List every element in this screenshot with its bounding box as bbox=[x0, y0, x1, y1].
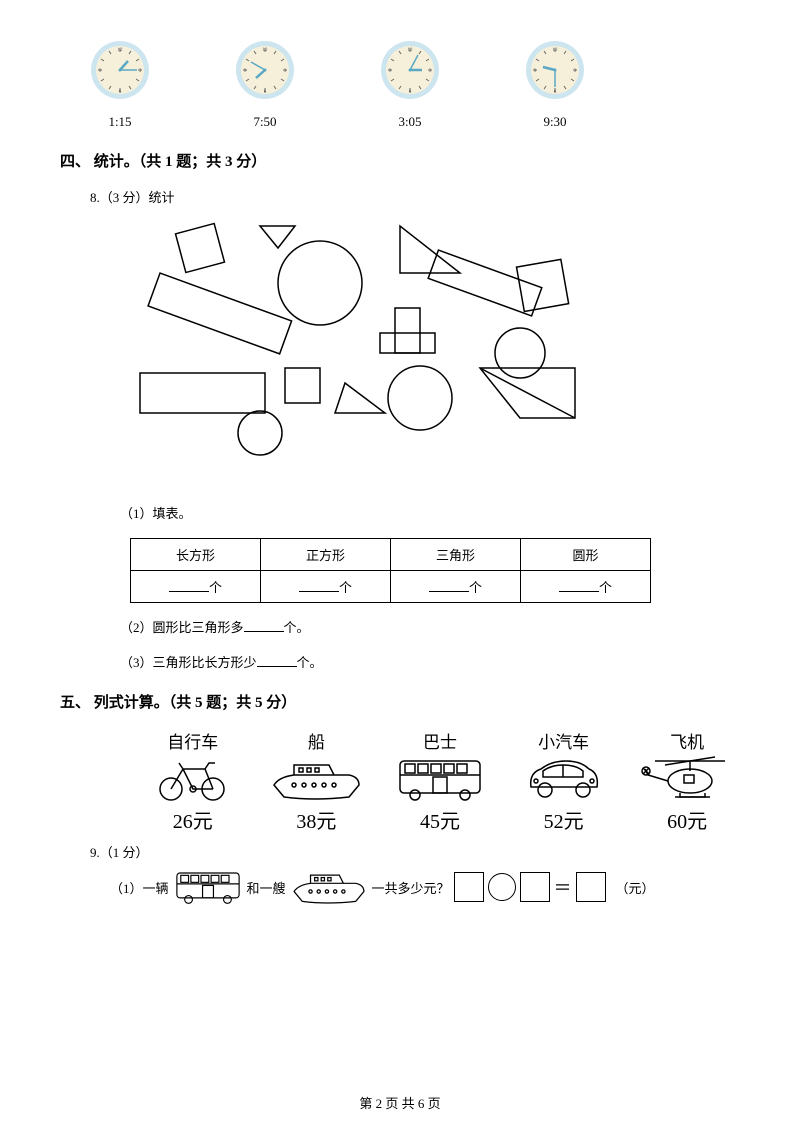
section4-heading: 四、 统计。（共 1 题；共 3 分） bbox=[60, 150, 740, 171]
cell-square[interactable]: 个 bbox=[261, 571, 391, 603]
shapes-diagram bbox=[120, 218, 740, 473]
equation-box[interactable] bbox=[520, 872, 550, 902]
cell-triangle[interactable]: 个 bbox=[391, 571, 521, 603]
clock-face-icon: 12 3 6 9 bbox=[90, 40, 150, 100]
vehicle-heli: 飞机 60元 bbox=[634, 728, 740, 834]
blank-input[interactable] bbox=[244, 619, 284, 632]
th-square: 正方形 bbox=[261, 539, 391, 571]
shape-table: 长方形 正方形 三角形 圆形 个 个 个 个 bbox=[130, 538, 651, 603]
clock-time: 3:05 bbox=[398, 114, 421, 130]
clock-time: 9:30 bbox=[543, 114, 566, 130]
equation-box[interactable] bbox=[576, 872, 606, 902]
clock-2: 12369 7:50 bbox=[235, 40, 295, 130]
ship-icon bbox=[290, 868, 368, 906]
vehicle-ship: 船 38元 bbox=[264, 728, 370, 834]
page-footer: 第 2 页 共 6 页 bbox=[0, 1093, 800, 1112]
th-circle: 圆形 bbox=[521, 539, 651, 571]
svg-text:12: 12 bbox=[263, 48, 269, 53]
cell-rect[interactable]: 个 bbox=[131, 571, 261, 603]
clock-1: 12 3 6 9 1:15 bbox=[90, 40, 150, 130]
bus-icon bbox=[173, 867, 243, 907]
blank-input[interactable] bbox=[257, 654, 297, 667]
q8-label: 8.（3 分）统计 bbox=[90, 187, 740, 206]
q9-label: 9.（1 分） bbox=[90, 842, 740, 861]
q8-sub1: （1）填表。 bbox=[120, 503, 740, 522]
car-icon bbox=[521, 755, 606, 803]
clock-3: 12369 3:05 bbox=[380, 40, 440, 130]
svg-text:12: 12 bbox=[408, 48, 414, 53]
table-row: 长方形 正方形 三角形 圆形 bbox=[131, 539, 651, 571]
clock-face-icon: 12369 bbox=[235, 40, 295, 100]
svg-text:12: 12 bbox=[118, 48, 124, 53]
vehicles-row: 自行车 26元 船 38元 巴士 45元 小汽车 52元 飞机 60元 bbox=[140, 728, 740, 834]
equation-op[interactable] bbox=[488, 873, 516, 901]
clock-face-icon: 12369 bbox=[380, 40, 440, 100]
q8-sub3: （3）三角形比长方形少个。 bbox=[120, 652, 740, 671]
clocks-row: 12 3 6 9 1:15 12369 7:50 12369 bbox=[90, 40, 740, 130]
clock-time: 7:50 bbox=[253, 114, 276, 130]
bus-icon bbox=[395, 755, 485, 803]
vehicle-bus: 巴士 45元 bbox=[387, 728, 493, 834]
ship-icon bbox=[269, 755, 364, 803]
cell-circle[interactable]: 个 bbox=[521, 571, 651, 603]
table-row: 个 个 个 个 bbox=[131, 571, 651, 603]
section5-heading: 五、 列式计算。（共 5 题；共 5 分） bbox=[60, 691, 740, 712]
clock-face-icon: 12369 bbox=[525, 40, 585, 100]
clock-4: 12369 9:30 bbox=[525, 40, 585, 130]
vehicle-car: 小汽车 52元 bbox=[511, 728, 617, 834]
vehicle-bike: 自行车 26元 bbox=[140, 728, 246, 834]
q8-sub2: （2）圆形比三角形多个。 bbox=[120, 617, 740, 636]
svg-text:12: 12 bbox=[553, 48, 559, 53]
th-rect: 长方形 bbox=[131, 539, 261, 571]
equation-box[interactable] bbox=[454, 872, 484, 902]
helicopter-icon bbox=[640, 755, 735, 803]
q9-sub1: （1）一辆 和一艘 一共多少元？ ＝ （元） bbox=[110, 867, 740, 907]
bike-icon bbox=[153, 755, 233, 803]
th-triangle: 三角形 bbox=[391, 539, 521, 571]
clock-time: 1:15 bbox=[108, 114, 131, 130]
